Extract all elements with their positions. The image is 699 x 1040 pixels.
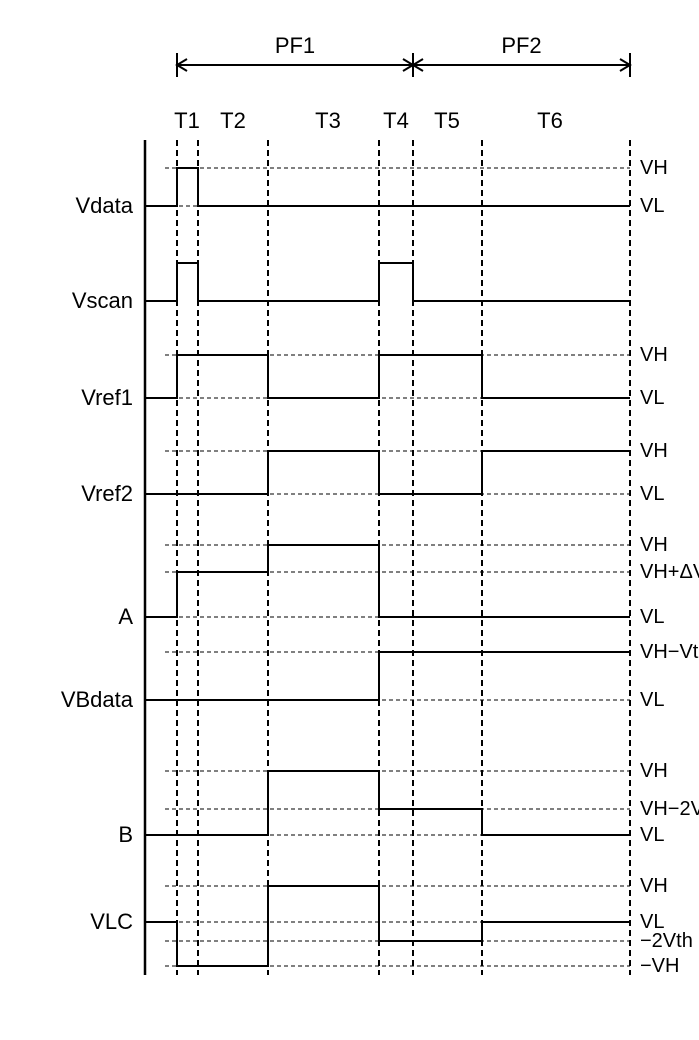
signal-waveform (145, 652, 630, 700)
signal-waveform (145, 771, 630, 835)
signal-label: A (118, 604, 133, 629)
signal-label: Vref2 (81, 481, 133, 506)
signal-label: Vref1 (81, 385, 133, 410)
phase-label: PF1 (275, 33, 315, 58)
signal-label: Vdata (76, 193, 134, 218)
level-label: VH (640, 760, 668, 782)
signal-waveform (145, 886, 630, 966)
level-label: VH (640, 875, 668, 897)
level-label: VH−2Vth (640, 798, 699, 820)
time-label: T5 (434, 108, 460, 133)
signal-label: Vscan (72, 288, 133, 313)
signal-label: B (118, 822, 133, 847)
level-label: VL (640, 824, 664, 846)
level-label: VH+ΔV (640, 561, 699, 583)
level-label: VH (640, 534, 668, 556)
timing-diagram: PF1 PF2 T1 T2 T3 T4 T5 T6 Vdata VH VL Vscan Vref1 VH V… (20, 20, 699, 1020)
level-label: VL (640, 606, 664, 628)
signal-label: VBdata (61, 687, 134, 712)
signal-waveform (145, 168, 630, 206)
signal-waveform (145, 545, 630, 617)
level-label: VL (640, 387, 664, 409)
level-label: −2Vth (640, 930, 693, 952)
signal-waveform (145, 451, 630, 494)
level-label: VH (640, 344, 668, 366)
level-label: VL (640, 689, 664, 711)
signal-waveform (145, 263, 630, 301)
time-label: T1 (174, 108, 200, 133)
level-label: VL (640, 483, 664, 505)
level-label: VH (640, 157, 668, 179)
signal-waveform (145, 355, 630, 398)
level-label: VL (640, 195, 664, 217)
time-label: T3 (315, 108, 341, 133)
level-label: −VH (640, 955, 679, 977)
level-label: VH−Vth (640, 641, 699, 663)
time-label: T4 (383, 108, 409, 133)
phase-label: PF2 (501, 33, 541, 58)
time-label: T2 (220, 108, 246, 133)
time-label: T6 (537, 108, 563, 133)
signal-label: VLC (90, 909, 133, 934)
level-label: VH (640, 440, 668, 462)
